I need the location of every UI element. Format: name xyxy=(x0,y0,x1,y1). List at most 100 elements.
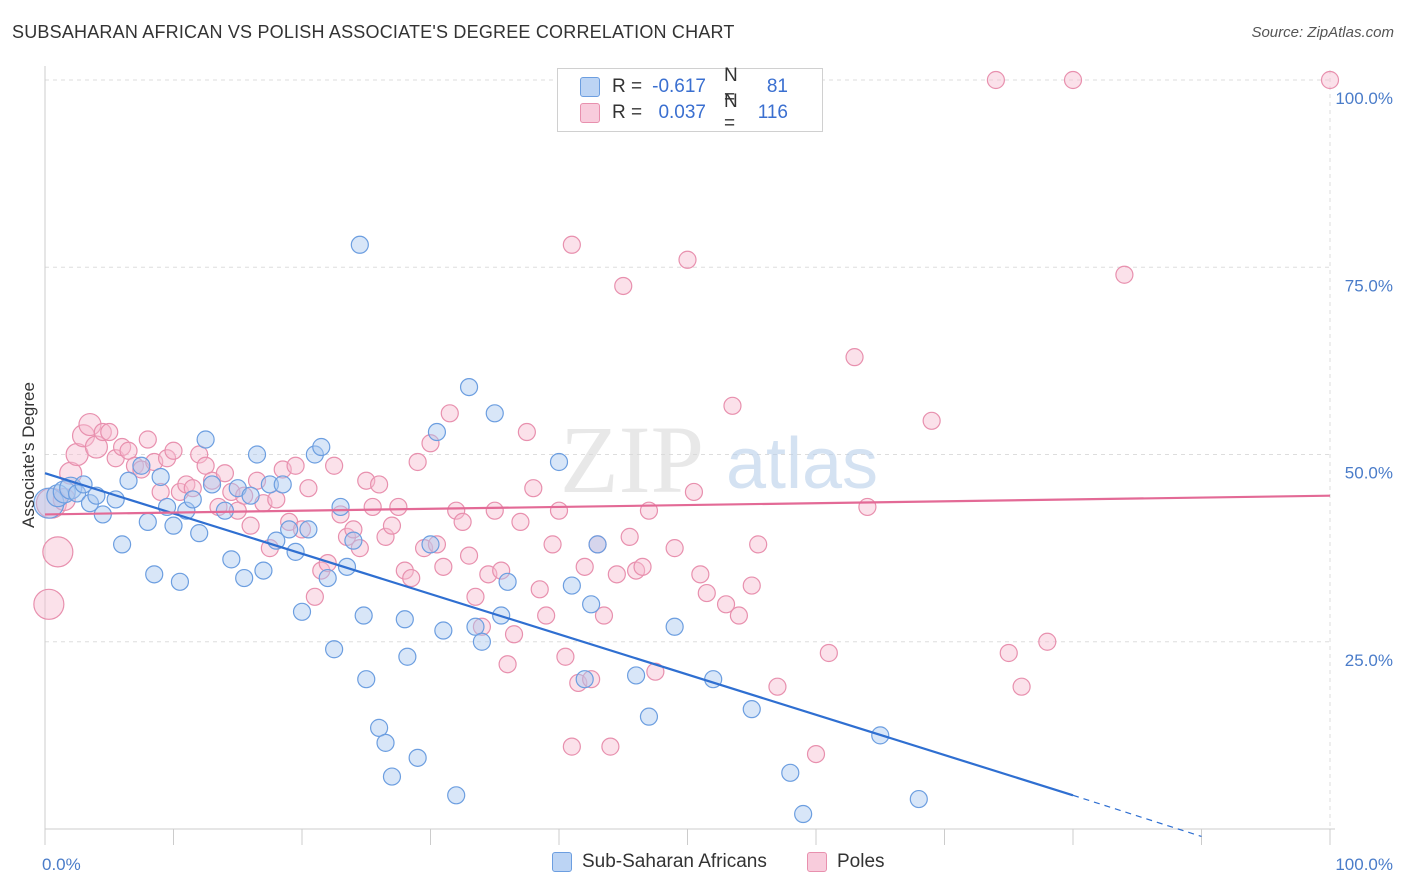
watermark-zip: ZIP xyxy=(560,406,704,513)
poles-point xyxy=(665,539,684,558)
sub-saharan-point xyxy=(112,535,132,554)
poles-point xyxy=(549,501,569,520)
poles-point xyxy=(235,486,254,505)
sub-saharan-point xyxy=(588,535,607,554)
poles-trend-line xyxy=(44,494,1331,516)
poles-point xyxy=(1115,265,1134,284)
poles-point xyxy=(633,557,652,576)
sub-saharan-point xyxy=(466,617,485,636)
poles-point xyxy=(543,535,562,554)
legend-r-label: R = xyxy=(612,102,643,123)
series-legend: Sub-Saharan Africans Poles xyxy=(0,851,1406,877)
poles-point xyxy=(472,617,491,636)
y-tick-label: 50.0% xyxy=(1345,464,1393,483)
axis-labels: 25.0% 50.0% 75.0% 100.0% 0.0% 100.0% Associate… xyxy=(19,89,1393,874)
sub-saharan-point xyxy=(119,471,138,490)
sub-saharan-point xyxy=(395,610,414,629)
poles-point xyxy=(164,441,183,460)
legend-r-label: R = xyxy=(612,76,643,97)
sub-saharan-point xyxy=(190,524,209,543)
poles-point xyxy=(729,606,749,625)
sub-saharan-point xyxy=(498,572,517,591)
poles-point xyxy=(517,422,536,442)
poles-point xyxy=(684,482,704,502)
y-tick-label: 75.0% xyxy=(1345,276,1393,295)
poles-point xyxy=(530,580,549,599)
legend-n-label: N = xyxy=(724,91,738,134)
sub-saharan-point xyxy=(292,602,312,621)
poles-point xyxy=(556,647,575,666)
y-tick-label: 25.0% xyxy=(1345,651,1393,670)
legend-label: Sub-Saharan Africans xyxy=(582,851,767,872)
poles-point xyxy=(845,348,864,367)
poles-point xyxy=(305,587,324,606)
sub-saharan-point xyxy=(639,707,659,726)
source-label: Source: ZipAtlas.com xyxy=(1251,24,1394,41)
sub-saharan-point xyxy=(254,561,273,580)
legend-r-value: -0.617 xyxy=(652,76,706,97)
legend-r-value: 0.037 xyxy=(658,102,706,123)
sub-saharan-trend-extension xyxy=(1072,794,1202,838)
poles-point xyxy=(196,456,215,475)
poles-point xyxy=(562,235,581,254)
legend-item-poles: Poles xyxy=(807,851,885,873)
poles-point xyxy=(614,276,633,296)
correlation-legend: R = -0.617 N = 81 R = 0.037 N = 116 xyxy=(557,65,823,134)
sub-saharan-point xyxy=(80,494,100,513)
poles-point xyxy=(78,412,102,437)
poles-point xyxy=(421,434,440,453)
sub-saharan-point xyxy=(106,490,125,509)
sub-saharan-point xyxy=(354,606,373,625)
legend-n-value: 81 xyxy=(766,76,788,97)
sub-saharan-point xyxy=(325,640,344,659)
poles-point xyxy=(325,456,344,475)
poles-point xyxy=(42,536,74,568)
sub-saharan-point xyxy=(312,437,331,457)
sub-saharan-point xyxy=(447,786,466,805)
poles-point xyxy=(1012,677,1031,696)
poles-point xyxy=(1038,632,1057,651)
poles-point xyxy=(768,677,787,696)
watermark-atlas: atlas xyxy=(726,424,878,504)
poles-point xyxy=(33,588,65,620)
pink-swatch-icon xyxy=(807,852,827,872)
sub-saharan-point xyxy=(434,621,453,640)
legend-n-value: 116 xyxy=(757,102,788,123)
poles-point xyxy=(453,512,472,532)
sub-saharan-point xyxy=(202,475,222,494)
pink-swatch-icon xyxy=(580,103,600,123)
sub-saharan-africans-points xyxy=(33,235,928,824)
sub-saharan-point xyxy=(357,670,376,689)
sub-saharan-point xyxy=(909,789,928,809)
poles-point xyxy=(395,561,414,580)
poles-point xyxy=(537,606,556,625)
poles-point xyxy=(376,527,395,546)
poles-point xyxy=(408,452,427,472)
poles-point xyxy=(84,435,109,459)
poles-point xyxy=(858,497,877,517)
poles-point xyxy=(286,456,305,475)
poles-point xyxy=(389,497,408,517)
sub-saharan-point xyxy=(241,486,260,505)
poles-point xyxy=(440,404,459,423)
poles-point xyxy=(312,561,331,580)
sub-saharan-point xyxy=(344,531,363,550)
sub-saharan-point xyxy=(68,484,87,503)
poles-point xyxy=(1320,70,1340,90)
sub-saharan-point xyxy=(260,475,279,494)
sub-saharan-point xyxy=(485,404,504,423)
sub-saharan-point xyxy=(472,632,491,651)
sub-saharan-point xyxy=(318,568,337,588)
sub-saharan-point xyxy=(145,565,164,584)
sub-saharan-point xyxy=(280,520,299,539)
blue-swatch-icon xyxy=(552,852,572,872)
sub-saharan-point xyxy=(138,512,157,532)
sub-saharan-point xyxy=(273,475,292,494)
poles-point xyxy=(151,482,170,502)
poles-point xyxy=(524,479,543,498)
poles-point xyxy=(691,565,710,584)
poles-point xyxy=(382,516,402,535)
poles-point xyxy=(427,535,447,554)
poles-point xyxy=(492,561,511,580)
poles-point xyxy=(678,250,697,269)
